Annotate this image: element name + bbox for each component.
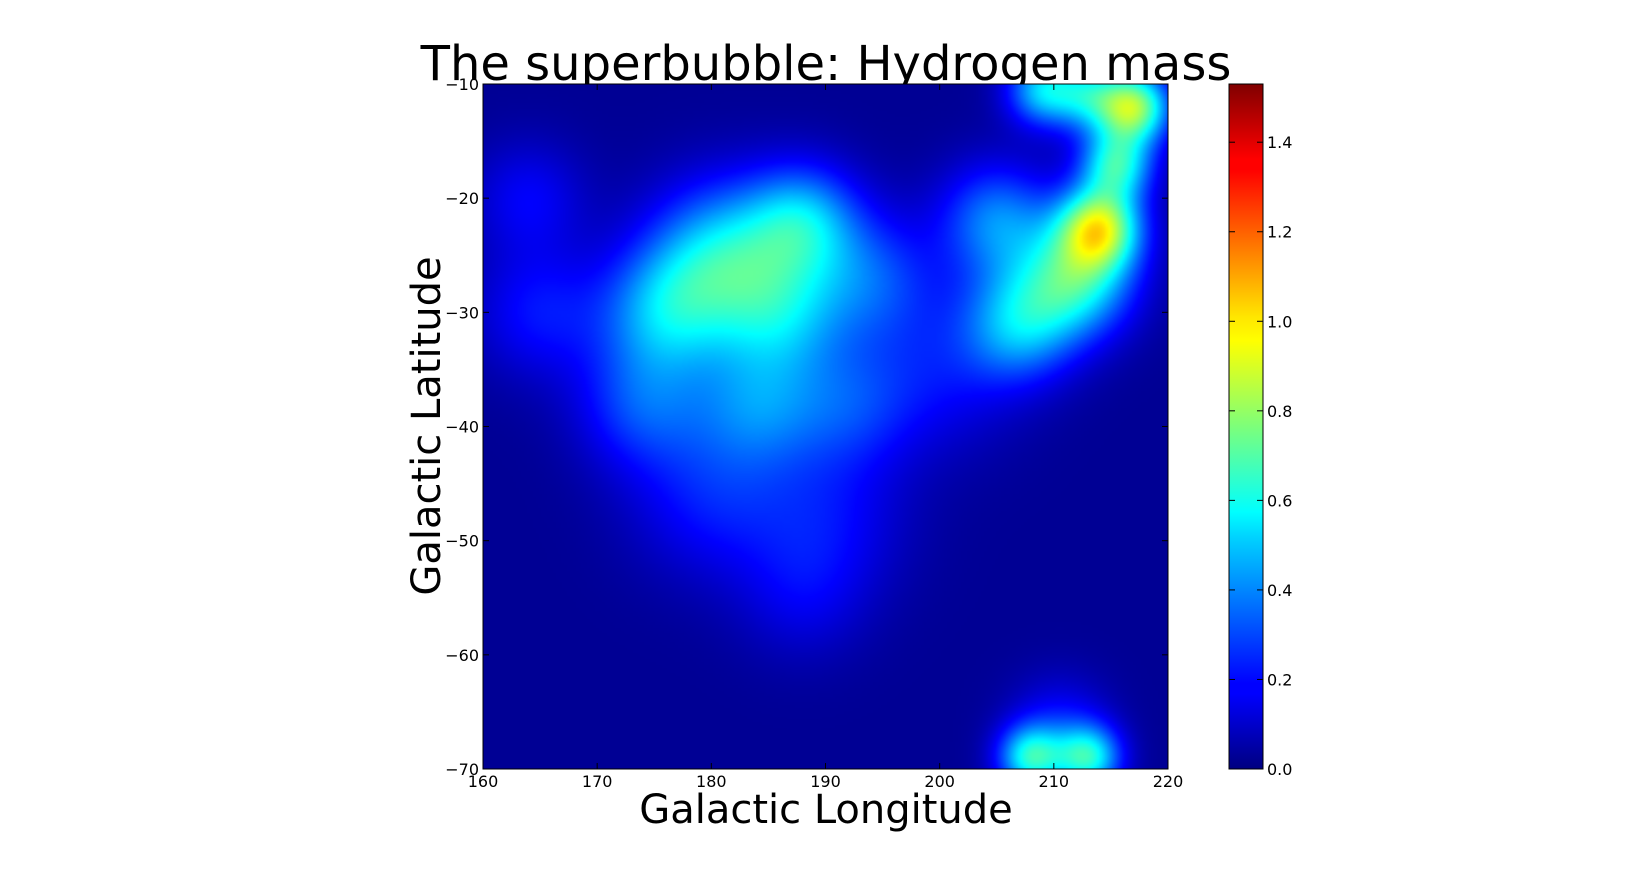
colorbar-tick-label: 1.4 [1267, 133, 1292, 152]
y-tick-label: −60 [445, 646, 479, 665]
colorbar-tick-label: 1.2 [1267, 223, 1292, 242]
x-tick-label: 210 [1039, 772, 1070, 791]
plot-area [482, 83, 1169, 770]
colorbar-tick-label: 0.8 [1267, 402, 1292, 421]
y-tick-label: −40 [445, 418, 479, 437]
colorbar-tick-label: 0.0 [1267, 760, 1292, 779]
y-tick-label: −10 [445, 75, 479, 94]
colorbar-gradient [1228, 83, 1264, 770]
colorbar-tick-label: 0.2 [1267, 670, 1292, 689]
x-axis-label: Galactic Longitude [639, 787, 1013, 833]
x-tick-label: 220 [1153, 772, 1184, 791]
y-axis: −10 −20 −30 −40 −50 −60 −70 [445, 75, 1168, 779]
y-tick-label: −30 [445, 303, 479, 322]
y-tick-label: −50 [445, 532, 479, 551]
x-tick-label: 200 [924, 772, 955, 791]
y-tick-label: −20 [445, 189, 479, 208]
heatmap-image [483, 84, 1168, 769]
x-tick-label: 170 [582, 772, 613, 791]
colorbar: 0.0 0.2 0.4 0.6 0.8 1.0 1.2 1.4 [1228, 83, 1292, 779]
colorbar-tick-label: 1.0 [1267, 312, 1292, 331]
x-tick-label: 160 [468, 772, 499, 791]
x-axis: 160 170 180 190 200 210 220 [468, 84, 1184, 791]
y-axis-label: Galactic Latitude [404, 256, 450, 595]
colorbar-ticks: 0.0 0.2 0.4 0.6 0.8 1.0 1.2 1.4 [1229, 133, 1292, 779]
colorbar-tick-label: 0.4 [1267, 581, 1292, 600]
x-tick-label: 190 [810, 772, 841, 791]
x-tick-label: 180 [696, 772, 727, 791]
chart-title: The superbubble: Hydrogen mass [420, 36, 1232, 92]
colorbar-tick-label: 0.6 [1267, 491, 1292, 510]
y-tick-label: −70 [445, 760, 479, 779]
